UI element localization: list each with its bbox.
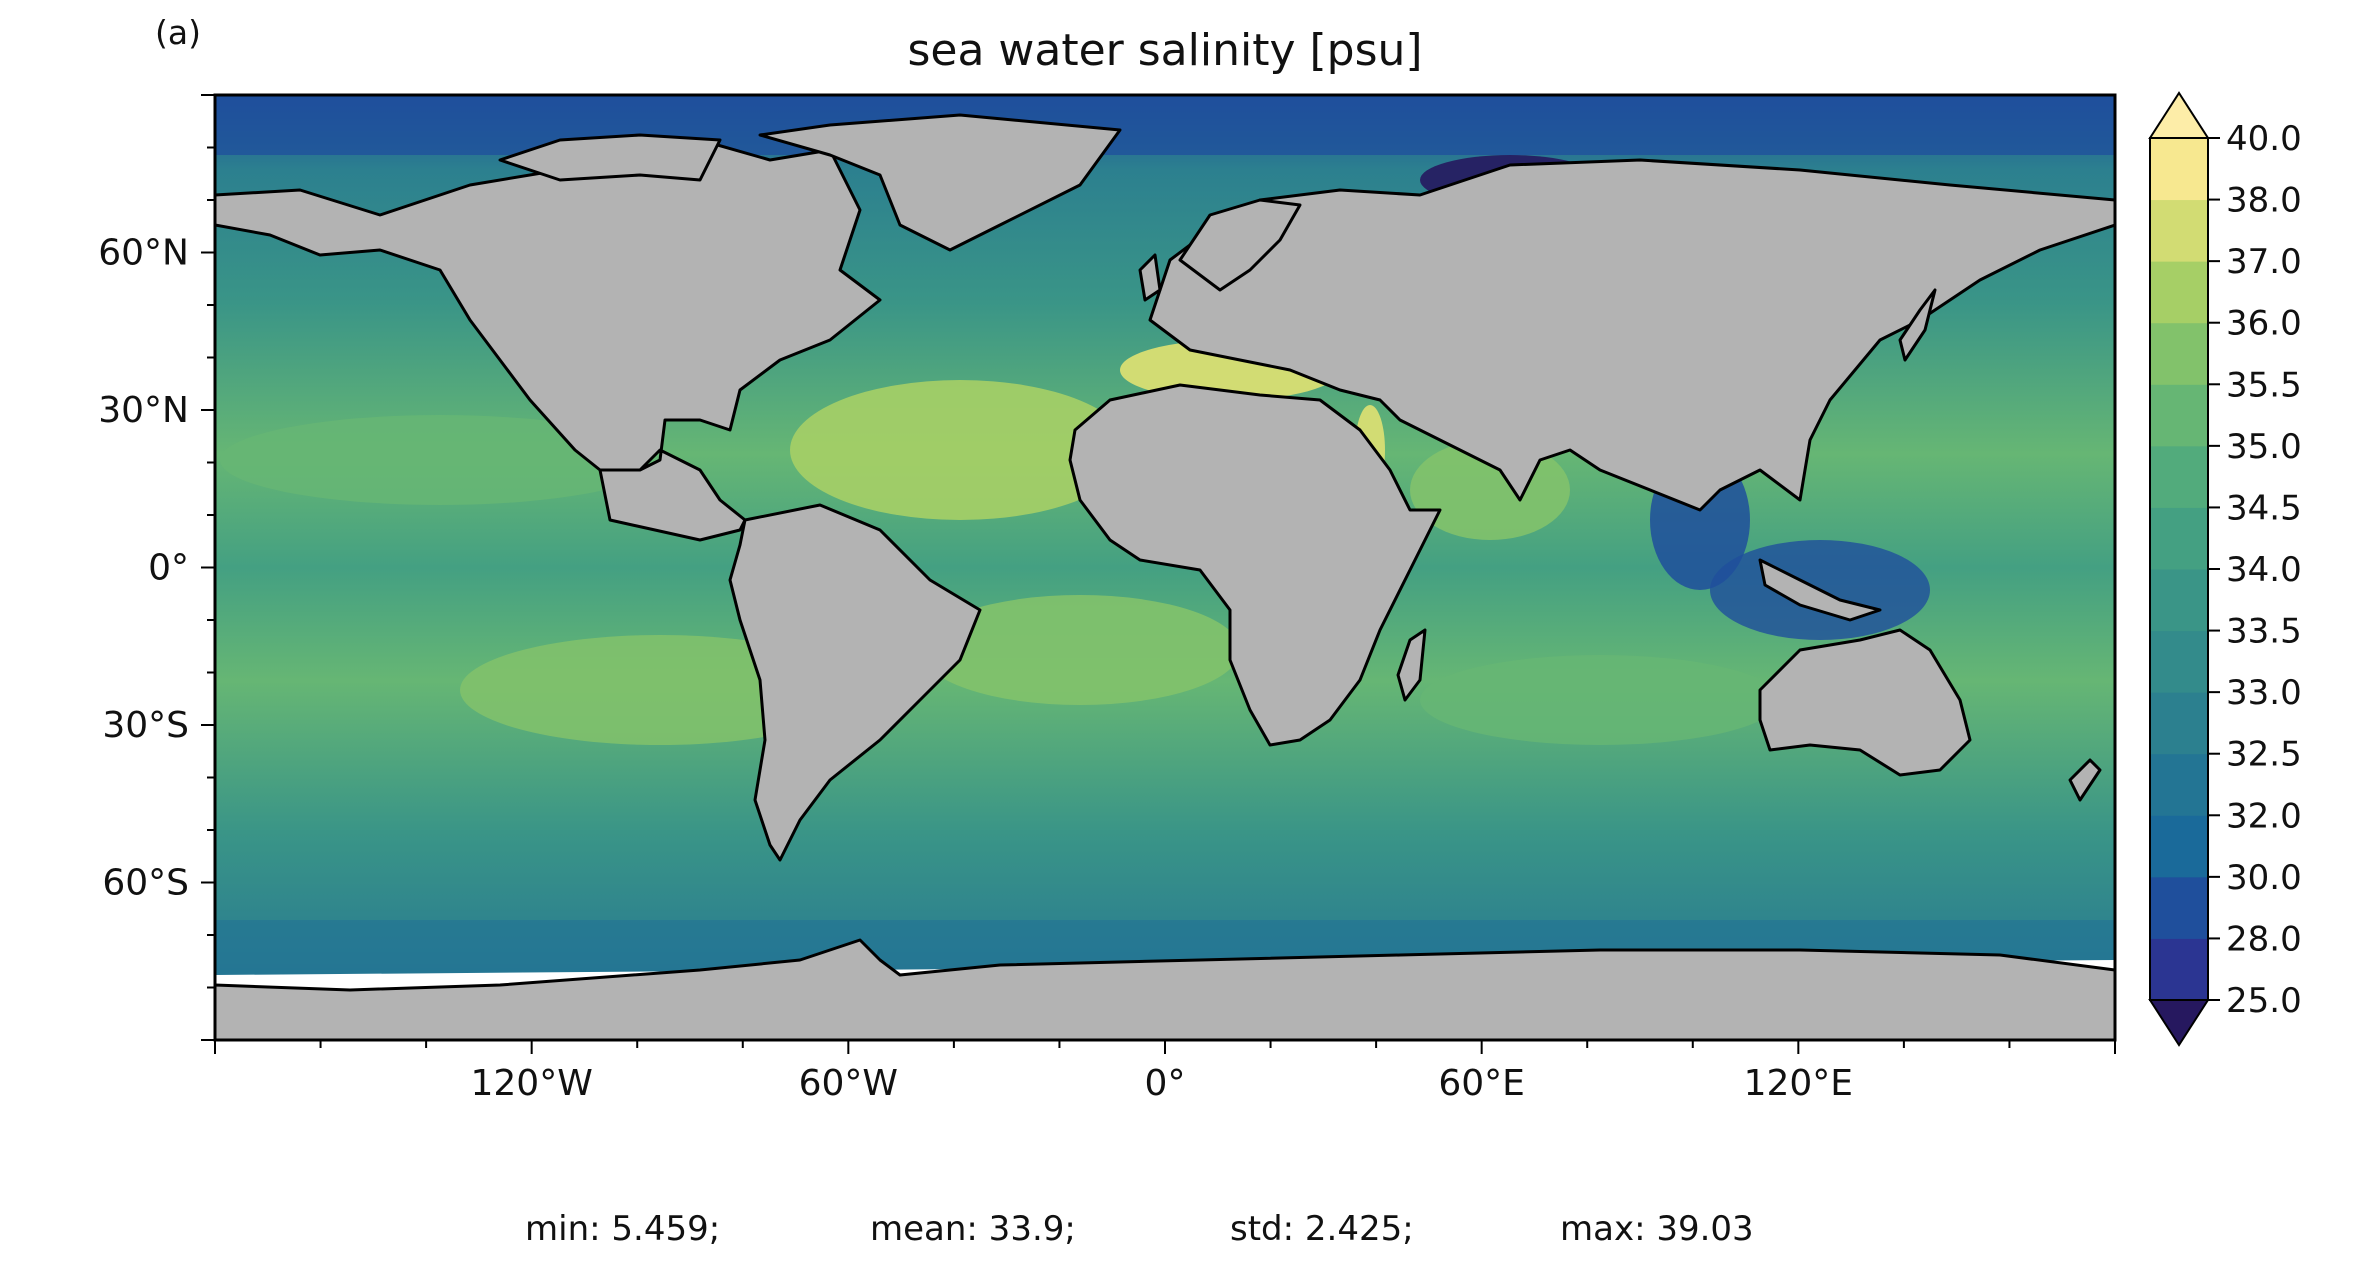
eurasia	[1148, 158, 2115, 512]
indonesia	[1758, 558, 1882, 622]
colorbar-tick-label: 32.5	[2226, 735, 2302, 775]
panel-label: (a)	[155, 13, 201, 52]
colorbar-bin	[2150, 692, 2208, 755]
colorbar-tick-label: 36.0	[2226, 304, 2302, 344]
lon-tick-label: 120°W	[471, 1063, 593, 1104]
colorbar-tick-label: 35.0	[2226, 427, 2302, 467]
colorbar-tick-label: 38.0	[2226, 181, 2302, 221]
colorbar-bin	[2150, 753, 2208, 816]
british-isles	[1138, 253, 1162, 302]
colorbar-bin	[2150, 630, 2208, 693]
colorbar-tick-label: 33.0	[2226, 673, 2302, 713]
lat-tick-label: 60°N	[98, 233, 189, 274]
north-america	[215, 138, 882, 542]
colorbar-bin	[2150, 569, 2208, 632]
colorbar-bin	[2150, 876, 2208, 939]
map-title: sea water salinity [psu]	[907, 25, 1422, 76]
colorbar-tick-label: 25.0	[2226, 981, 2302, 1021]
south-indian-salinity-maximum	[1420, 655, 1780, 745]
stat-min: min: 5.459;	[525, 1209, 720, 1249]
colorbar-tick-label: 35.5	[2226, 365, 2302, 405]
colorbar-tick-label: 40.0	[2226, 119, 2302, 159]
canadian-archipelago	[498, 133, 722, 182]
north-pacific-salinity-maximum	[220, 415, 660, 505]
map-area	[215, 95, 2115, 1040]
colorbar: 25.0 28.0 30.0 32.0 32.5 33.0 33.5 34.0 34.5 35.0…	[2148, 91, 2302, 1047]
colorbar-bin	[2150, 138, 2208, 201]
stat-std: std: 2.425;	[1230, 1209, 1414, 1249]
lon-tick-label: 60°E	[1438, 1063, 1525, 1104]
arctic-fresh-band	[215, 95, 2115, 155]
colorbar-bin	[2150, 507, 2208, 570]
stat-mean: mean: 33.9;	[870, 1209, 1076, 1249]
colorbar-extend-min	[2148, 999, 2210, 1047]
colorbar-tick-label: 28.0	[2226, 919, 2302, 959]
new-zealand	[2068, 758, 2102, 802]
colorbar-tick-label: 33.5	[2226, 612, 2302, 652]
colorbar-bin	[2150, 199, 2208, 262]
south-america	[728, 503, 982, 862]
lat-tick-label: 30°S	[102, 705, 189, 746]
colorbar-tick-label: 30.0	[2226, 858, 2302, 898]
australia	[1758, 628, 1972, 777]
colorbar-tick-label: 34.0	[2226, 550, 2302, 590]
colorbar-bin	[2150, 322, 2208, 385]
lat-tick-label: 0°	[148, 548, 189, 589]
africa	[1068, 383, 1442, 747]
stat-max: max: 39.03	[1560, 1209, 1754, 1249]
colorbar-bin	[2150, 938, 2208, 1001]
lon-tick-label: 0°	[1145, 1063, 1186, 1104]
colorbar-bin	[2150, 261, 2208, 324]
colorbar-bin	[2150, 815, 2208, 878]
colorbar-bin	[2150, 445, 2208, 508]
north-atlantic-salinity-maximum	[790, 380, 1130, 520]
japan	[1898, 288, 1937, 362]
land	[215, 113, 2115, 1040]
colorbar-bin	[2150, 384, 2208, 447]
longitude-axis: 120°W 60°W 0° 60°E 120°E	[214, 1040, 2116, 1104]
lon-tick-label: 60°W	[799, 1063, 898, 1104]
lat-tick-label: 60°S	[102, 863, 189, 904]
lat-tick-label: 30°N	[98, 390, 189, 431]
south-atlantic-salinity-maximum	[920, 595, 1240, 705]
colorbar-tick-label: 37.0	[2226, 242, 2302, 282]
greenland	[758, 113, 1122, 252]
madagascar	[1396, 628, 1427, 702]
antarctica	[215, 938, 2115, 1040]
scandinavia	[1178, 198, 1302, 292]
lon-tick-label: 120°E	[1744, 1063, 1853, 1104]
colorbar-tick-label: 32.0	[2226, 796, 2302, 836]
colorbar-tick-label: 34.5	[2226, 488, 2302, 528]
colorbar-extend-max	[2148, 91, 2210, 139]
latitude-axis: 60°N 30°N 0° 30°S 60°S	[98, 94, 215, 1041]
